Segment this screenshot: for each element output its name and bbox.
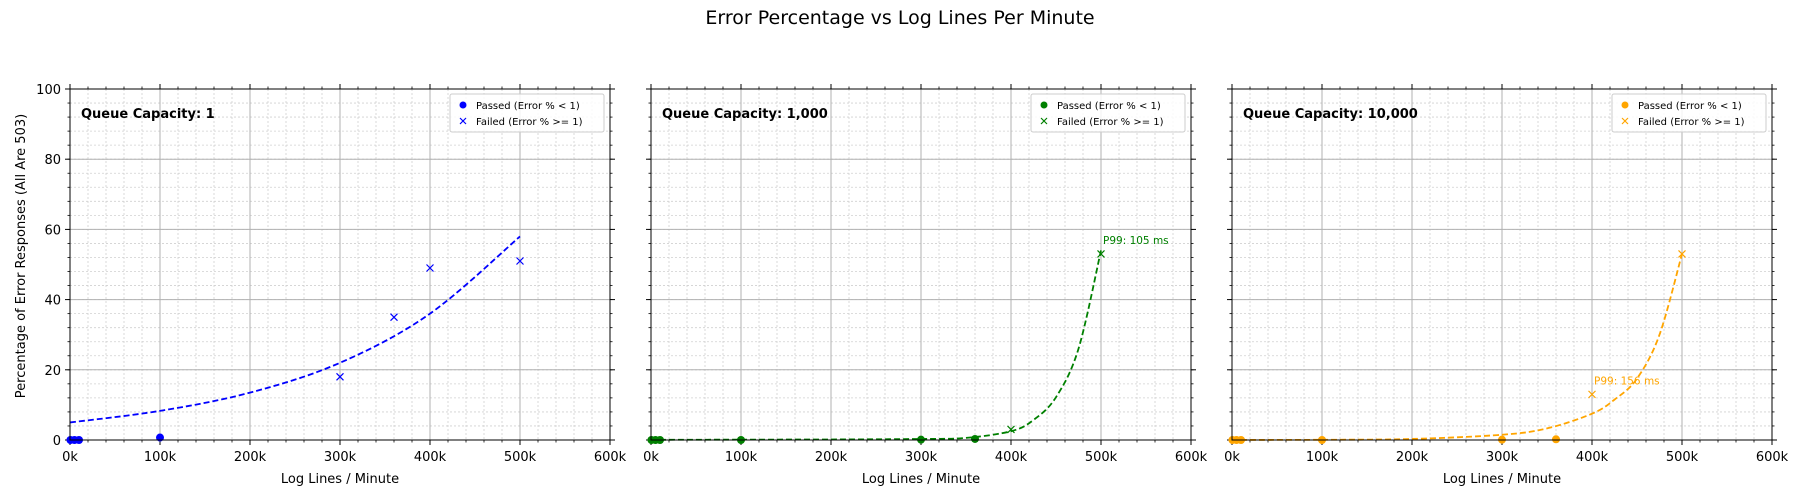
x-tick-label: 300k [905, 450, 938, 465]
y-tick-label: 40 [44, 294, 61, 309]
data-point-failed [1007, 425, 1015, 434]
legend-label: Failed (Error % >= 1) [1057, 117, 1164, 128]
legend-marker [1621, 117, 1629, 125]
x-tick-label: 200k [1396, 450, 1429, 465]
y-tick-label: 80 [44, 153, 61, 168]
x-tick-label: 0k [62, 450, 78, 465]
legend-box [1030, 93, 1186, 133]
y-tick-label: 100 [36, 83, 61, 98]
data-point-failed [1588, 390, 1596, 399]
chart-panels: 0k 100k 200k 300k 400k 500k 600k 0 20 40 60 80 100 Lo… [36, 83, 1788, 487]
fit-curve [650, 250, 1102, 441]
legend-marker [1621, 101, 1629, 109]
plot-frame [1231, 88, 1773, 441]
legend-marker [459, 117, 467, 125]
x-tick-label: 400k [1576, 450, 1609, 465]
panel-label: Queue Capacity: 1,000 [662, 107, 828, 122]
panel-label: Queue Capacity: 10,000 [1243, 107, 1418, 122]
data-point-failed [1097, 250, 1105, 258]
data-point-failed [516, 257, 524, 265]
annotation-label: P99: 105 ms [1103, 235, 1169, 247]
legend-marker [1040, 117, 1048, 125]
data-point-passed [1552, 435, 1560, 444]
x-tick-label: 100k [144, 450, 177, 465]
x-tick-label: 100k [725, 450, 758, 465]
plot-frame [650, 88, 1192, 441]
x-tick-label: 600k [1756, 450, 1789, 465]
x-tick-label: 300k [324, 450, 357, 465]
y-tick-label: 60 [44, 223, 61, 238]
data-point-failed [1678, 250, 1686, 258]
x-tick-label: 600k [594, 450, 627, 465]
figure-title: Error Percentage vs Log Lines Per Minute [705, 7, 1094, 29]
x-tick-label: 200k [815, 450, 848, 465]
x-tick-label: 500k [1666, 450, 1699, 465]
chart-panel-1: 0k 100k 200k 300k 400k 500k 600k 0 20 40 60 80 100 Lo… [36, 83, 626, 487]
x-tick-label: 300k [1486, 450, 1519, 465]
legend-label: Passed (Error % < 1) [1638, 101, 1742, 112]
x-tick-label: 500k [504, 450, 537, 465]
data-point-passed [971, 434, 979, 443]
legend-label: Passed (Error % < 1) [476, 101, 580, 112]
chart-panel-2: 0k 100k 200k 300k 400k 500k 600k Log Lines / Mi… [643, 84, 1208, 487]
legend-box [1611, 93, 1767, 133]
x-tick-label: 500k [1085, 450, 1118, 465]
x-tick-label: 600k [1175, 450, 1208, 465]
chart-panel-3: 0k 100k 200k 300k 400k 500k 600k Log Lines / Mi… [1224, 84, 1789, 487]
x-tick-label: 0k [643, 450, 659, 465]
y-tick-label: 0 [53, 434, 61, 449]
legend-marker [459, 101, 467, 109]
annotation-label: P99: 156 ms [1594, 375, 1660, 387]
legend-box [449, 93, 605, 133]
x-tick-label: 400k [414, 450, 447, 465]
x-axis-label: Log Lines / Minute [281, 472, 399, 487]
legend-label: Failed (Error % >= 1) [476, 117, 583, 128]
x-tick-label: 200k [234, 450, 267, 465]
plot-frame [69, 88, 611, 441]
data-point-failed [390, 313, 398, 322]
legend-label: Passed (Error % < 1) [1057, 101, 1161, 112]
legend-label: Failed (Error % >= 1) [1638, 117, 1745, 128]
x-tick-label: 400k [995, 450, 1028, 465]
x-tick-label: 100k [1306, 450, 1339, 465]
legend-marker [1040, 101, 1048, 109]
x-axis-label: Log Lines / Minute [1443, 472, 1561, 487]
y-tick-label: 20 [44, 364, 61, 379]
y-axis-label: Percentage of Error Responses (All Are 5… [14, 114, 29, 398]
x-axis-label: Log Lines / Minute [862, 472, 980, 487]
data-point-failed [336, 372, 344, 381]
panel-label: Queue Capacity: 1 [81, 107, 215, 122]
x-tick-label: 0k [1224, 450, 1240, 465]
fit-curve [69, 235, 521, 424]
data-point-failed [426, 264, 434, 272]
